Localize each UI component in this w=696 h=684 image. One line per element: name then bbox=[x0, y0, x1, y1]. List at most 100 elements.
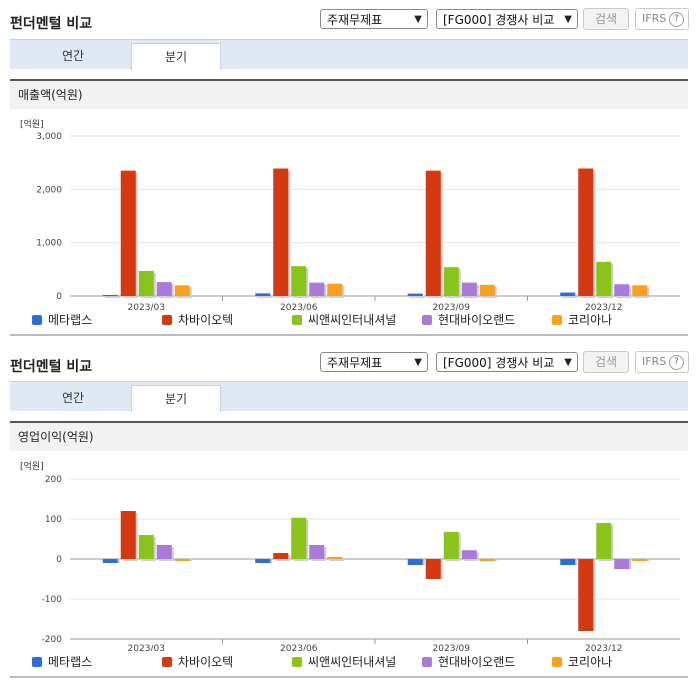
legend-item: 차바이오텍 bbox=[162, 313, 233, 327]
peer-select[interactable]: [FG000] 경쟁사 비교 ▼ bbox=[436, 9, 578, 29]
x-tick-label: 2023/12 bbox=[585, 303, 622, 313]
bar-3-2 bbox=[461, 550, 477, 559]
x-tick-label: 2023/03 bbox=[128, 303, 165, 313]
question-icon: ? bbox=[669, 355, 684, 370]
y-tick-label: 1,000 bbox=[36, 239, 62, 249]
legend-item: 메타랩스 bbox=[32, 313, 92, 327]
y-tick-label: 3,000 bbox=[36, 132, 62, 142]
ifrs-help-button[interactable]: IFRS ? bbox=[635, 8, 689, 30]
y-tick-label: 2,000 bbox=[36, 185, 62, 195]
legend-label: 코리아나 bbox=[568, 655, 613, 669]
bar-4-2 bbox=[479, 284, 495, 296]
peer-select-value: [FG000] 경쟁사 비교 bbox=[443, 13, 555, 27]
section-title: 펀더멘털 비교 bbox=[10, 16, 93, 32]
statement-select[interactable]: 주재무제표 ▼ bbox=[320, 9, 428, 29]
x-tick-label: 2023/12 bbox=[585, 644, 622, 651]
ifrs-label: IFRS bbox=[642, 355, 667, 368]
legend-label: 메타랩스 bbox=[48, 655, 93, 669]
bar-4-0 bbox=[174, 559, 190, 561]
y-tick-label: 0 bbox=[56, 555, 62, 565]
statement-select[interactable]: 주재무제표 ▼ bbox=[320, 352, 428, 372]
bar-shadow bbox=[409, 295, 425, 298]
chevron-down-icon: ▼ bbox=[414, 14, 422, 25]
period-tabs: 연간 분기 bbox=[10, 39, 688, 70]
y-tick-label: -200 bbox=[42, 635, 63, 645]
section-title: 펀더멘털 비교 bbox=[10, 359, 93, 375]
bar-0-0 bbox=[102, 294, 118, 296]
bar-4-0 bbox=[174, 285, 190, 296]
bar-shadow bbox=[562, 294, 578, 298]
legend-item: 코리아나 bbox=[552, 655, 612, 669]
bar-4-3 bbox=[632, 559, 648, 561]
bar-4-1 bbox=[327, 557, 343, 559]
x-tick-label: 2023/06 bbox=[280, 303, 318, 313]
ifrs-label: IFRS bbox=[642, 12, 667, 25]
bar-1-2 bbox=[425, 559, 441, 579]
chart-title: 영업이익(억원) bbox=[10, 421, 688, 451]
chevron-down-icon: ▼ bbox=[564, 14, 572, 25]
legend-swatch bbox=[32, 315, 42, 325]
bar-1-0 bbox=[120, 170, 136, 296]
bar-3-1 bbox=[309, 282, 325, 296]
bar-1-1 bbox=[273, 168, 289, 296]
y-tick-label: 100 bbox=[45, 515, 62, 525]
peer-select[interactable]: [FG000] 경쟁사 비교 ▼ bbox=[436, 352, 578, 372]
bar-1-0 bbox=[120, 511, 136, 559]
legend-swatch bbox=[162, 657, 172, 667]
y-tick-label: 0 bbox=[56, 292, 62, 302]
bar-shadow bbox=[104, 296, 120, 298]
period-tabs: 연간 분기 bbox=[10, 381, 688, 412]
legend-swatch bbox=[422, 315, 432, 325]
x-tick-label: 2023/06 bbox=[280, 644, 318, 651]
legend-swatch bbox=[292, 657, 302, 667]
tab-quarterly[interactable]: 분기 bbox=[131, 385, 221, 412]
bar-1-3 bbox=[578, 559, 594, 631]
bar-shadow bbox=[257, 295, 273, 298]
bar-4-2 bbox=[479, 559, 495, 561]
bar-2-1 bbox=[291, 266, 307, 296]
statement-select-value: 주재무제표 bbox=[327, 13, 383, 27]
tab-quarterly[interactable]: 분기 bbox=[131, 43, 221, 70]
tab-annual[interactable]: 연간 bbox=[61, 49, 85, 63]
legend-label: 씨앤씨인터내셔널 bbox=[308, 655, 397, 669]
search-button[interactable]: 검색 bbox=[583, 351, 629, 373]
chevron-down-icon: ▼ bbox=[564, 357, 572, 368]
legend-label: 코리아나 bbox=[568, 313, 613, 327]
tab-annual[interactable]: 연간 bbox=[61, 391, 85, 405]
legend-item: 씨앤씨인터내셔널 bbox=[292, 313, 396, 327]
search-button[interactable]: 검색 bbox=[583, 8, 629, 30]
statement-select-value: 주재무제표 bbox=[327, 356, 383, 370]
bar-0-3 bbox=[560, 559, 576, 565]
bar-3-3 bbox=[614, 559, 630, 569]
x-tick-label: 2023/09 bbox=[433, 303, 471, 313]
ifrs-help-button[interactable]: IFRS ? bbox=[635, 351, 689, 373]
chevron-down-icon: ▼ bbox=[414, 357, 422, 368]
bar-2-2 bbox=[443, 531, 459, 559]
legend-label: 차바이오텍 bbox=[178, 313, 234, 327]
bar-1-2 bbox=[425, 170, 441, 296]
bar-4-3 bbox=[632, 285, 648, 296]
legend-swatch bbox=[552, 657, 562, 667]
bar-4-1 bbox=[327, 283, 343, 296]
legend-label: 현대바이오랜드 bbox=[438, 313, 516, 327]
bar-3-2 bbox=[461, 282, 477, 296]
legend-item: 메타랩스 bbox=[32, 655, 92, 669]
bar-0-3 bbox=[560, 292, 576, 296]
legend-swatch bbox=[552, 315, 562, 325]
y-tick-label: -100 bbox=[42, 595, 63, 605]
legend-swatch bbox=[422, 657, 432, 667]
chart-title: 매출액(억원) bbox=[10, 79, 688, 109]
bar-0-1 bbox=[255, 293, 271, 296]
bar-1-1 bbox=[273, 553, 289, 559]
bar-0-0 bbox=[102, 559, 118, 563]
y-tick-label: 200 bbox=[45, 475, 62, 485]
bar-shadow bbox=[329, 559, 345, 561]
legend-item: 차바이오텍 bbox=[162, 655, 233, 669]
legend-swatch bbox=[162, 315, 172, 325]
revenue-chart: 0 1,000 2,000 3,000 2023/03 2023/06 2023/09 202… bbox=[36, 132, 680, 313]
chart-divider bbox=[10, 334, 688, 336]
bar-0-1 bbox=[255, 559, 271, 563]
bar-0-2 bbox=[407, 293, 423, 296]
bar-2-3 bbox=[596, 523, 612, 559]
x-tick-label: 2023/09 bbox=[433, 644, 471, 651]
